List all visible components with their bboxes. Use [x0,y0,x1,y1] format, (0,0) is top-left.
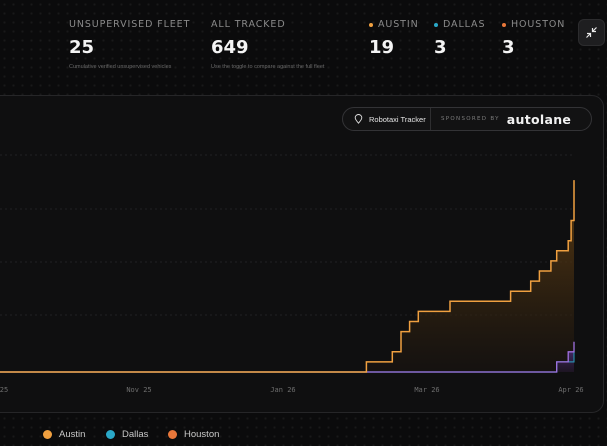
robotaxi-tracker-badge[interactable]: Robotaxi Tracker SPONSORED BY autolane [342,107,592,131]
stat-city-austin: AUSTIN 19 [369,19,419,58]
stat-label: ALL TRACKED [211,19,286,30]
stat-caption: Use the toggle to compare against the fu… [211,64,325,70]
legend-label: Austin [59,429,86,440]
x-tick-label: Apr 26 [558,386,583,394]
x-tick-label: Nov 25 [126,386,151,394]
austin-dot-icon [369,22,373,27]
legend-dot-icon [168,430,177,439]
collapse-button[interactable] [578,19,605,46]
stat-value: 649 [211,37,249,58]
stat-value: 25 [69,37,95,58]
fleet-growth-chart: 25 Nov 25 Jan 26 Mar 26 Apr 26 [0,154,584,394]
stat-caption: Cumulative verified unsupervised vehicle… [69,64,172,70]
x-tick-label: Jan 26 [270,386,295,394]
austin-area [0,180,574,372]
chart-legend: Austin Dallas Houston [0,429,607,443]
stat-city-houston: HOUSTON 3 [502,19,565,58]
city-label: HOUSTON [502,19,565,30]
map-pin-icon [354,114,363,124]
x-tick-label: 25 [0,386,8,394]
city-label: AUSTIN [369,19,419,30]
legend-dot-icon [106,430,115,439]
legend-item-houston[interactable]: Houston [168,429,219,440]
collapse-arrows-icon [586,27,597,38]
legend-item-austin[interactable]: Austin [43,429,85,440]
stat-city-dallas: DALLAS 3 [434,19,485,58]
city-value: 19 [369,37,395,58]
autolane-logo: autolane [506,111,572,127]
houston-dot-icon [502,22,506,27]
city-value: 3 [502,37,515,58]
legend-label: Dallas [122,429,149,440]
austin-line [0,180,575,373]
stat-all-tracked: ALL TRACKED 649 Use the toggle to compar… [211,19,324,70]
houston-line [0,341,575,373]
city-name: AUSTIN [378,19,419,30]
dallas-dot-icon [434,22,438,27]
legend-item-dallas[interactable]: Dallas [106,429,148,440]
city-name: DALLAS [443,19,486,30]
stat-unsupervised-fleet: UNSUPERVISED FLEET 25 Cumulative verifie… [69,19,190,70]
stat-label: UNSUPERVISED FLEET [69,19,191,30]
sponsored-by-label: SPONSORED BY [441,116,500,122]
city-name: HOUSTON [511,19,566,30]
badge-title: Robotaxi Tracker [369,114,426,124]
badge-title-group: Robotaxi Tracker [343,108,431,130]
legend-dot-icon [43,430,52,439]
city-value: 3 [434,37,447,58]
city-label: DALLAS [434,19,485,30]
legend-label: Houston [184,429,220,440]
x-tick-label: Mar 26 [414,386,439,394]
